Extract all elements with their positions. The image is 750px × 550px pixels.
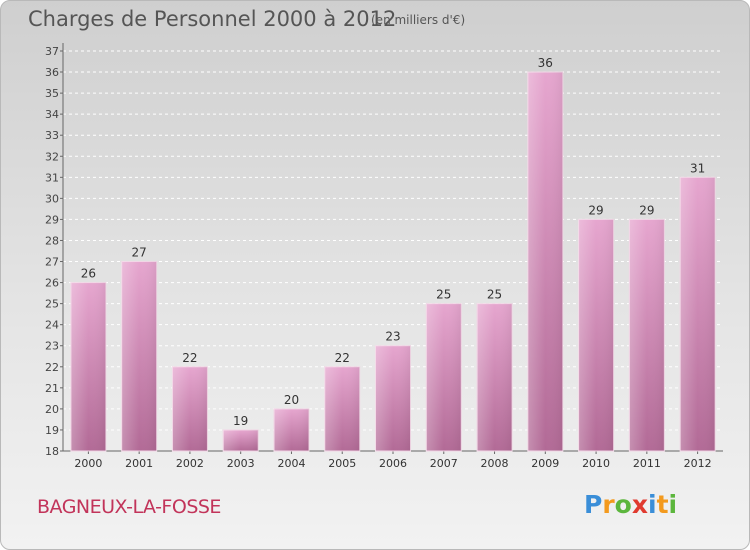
bar-shine-2005 xyxy=(324,366,360,451)
value-label-2001: 27 xyxy=(132,246,147,260)
bar-shine-2012 xyxy=(680,177,716,451)
value-label-2005: 22 xyxy=(335,351,350,365)
x-tick-label-2008: 2008 xyxy=(481,457,509,470)
value-label-2000: 26 xyxy=(81,267,96,281)
bar-shine-2007 xyxy=(426,303,462,451)
logo-letter: r xyxy=(602,490,615,519)
chart-title: Charges de Personnel 2000 à 2012 xyxy=(28,7,397,31)
logo-letter: i xyxy=(668,490,678,519)
bar-shine-2011 xyxy=(629,219,665,451)
logo-letter: i xyxy=(648,490,657,519)
bar-shine-2001 xyxy=(121,261,157,451)
bar-shine-2004 xyxy=(273,408,309,451)
y-tick-label: 28 xyxy=(45,234,59,247)
value-label-2003: 19 xyxy=(233,414,248,428)
value-label-2010: 29 xyxy=(588,203,603,217)
y-tick-label: 30 xyxy=(45,192,59,205)
y-tick-label: 33 xyxy=(45,129,59,142)
value-label-2009: 36 xyxy=(538,56,553,70)
value-label-2011: 29 xyxy=(639,203,654,217)
chart-subtitle: (en milliers d'€) xyxy=(371,13,466,27)
x-tick-label-2003: 2003 xyxy=(227,457,255,470)
bar-shine-2003 xyxy=(223,429,259,451)
y-tick-label: 35 xyxy=(45,87,59,100)
y-tick-label: 31 xyxy=(45,171,59,184)
y-tick-label: 23 xyxy=(45,340,59,353)
y-tick-label: 25 xyxy=(45,298,59,311)
y-tick-label: 32 xyxy=(45,150,59,163)
y-tick-label: 22 xyxy=(45,361,59,374)
y-tick-label: 26 xyxy=(45,277,59,290)
bar-shine-2006 xyxy=(375,345,411,451)
y-tick-label: 29 xyxy=(45,213,59,226)
value-label-2007: 25 xyxy=(436,288,451,302)
bar-shine-2000 xyxy=(70,282,106,451)
logo-letter: t xyxy=(656,490,669,519)
proxiti-logo: Proxiti xyxy=(584,490,677,519)
y-tick-label: 34 xyxy=(45,108,59,121)
x-tick-label-2006: 2006 xyxy=(379,457,407,470)
x-tick-label-2005: 2005 xyxy=(328,457,356,470)
x-tick-label-2004: 2004 xyxy=(277,457,305,470)
bar-shine-2002 xyxy=(172,366,208,451)
y-tick-label: 27 xyxy=(45,256,59,269)
bar-shine-2008 xyxy=(477,303,513,451)
x-tick-label-2011: 2011 xyxy=(633,457,661,470)
y-tick-label: 20 xyxy=(45,403,59,416)
x-tick-label-2002: 2002 xyxy=(176,457,204,470)
x-tick-label-2009: 2009 xyxy=(531,457,559,470)
y-tick-label: 24 xyxy=(45,319,59,332)
value-label-2002: 22 xyxy=(182,351,197,365)
x-tick-label-2000: 2000 xyxy=(74,457,102,470)
y-tick-label: 21 xyxy=(45,382,59,395)
y-tick-label: 37 xyxy=(45,45,59,58)
logo-letter: o xyxy=(614,490,632,519)
y-tick-label: 19 xyxy=(45,424,59,437)
value-label-2008: 25 xyxy=(487,288,502,302)
y-tick-label: 18 xyxy=(45,445,59,458)
logo-letter: P xyxy=(584,490,603,519)
x-tick-label-2010: 2010 xyxy=(582,457,610,470)
bar-shine-2010 xyxy=(578,219,614,451)
x-tick-label-2001: 2001 xyxy=(125,457,153,470)
y-tick-label: 36 xyxy=(45,66,59,79)
value-label-2012: 31 xyxy=(690,161,705,175)
x-tick-label-2007: 2007 xyxy=(430,457,458,470)
x-tick-label-2012: 2012 xyxy=(684,457,712,470)
logo-letter: x xyxy=(631,490,648,519)
value-label-2004: 20 xyxy=(284,393,299,407)
commune-name: BAGNEUX-LA-FOSSE xyxy=(37,496,221,518)
bar-shine-2009 xyxy=(527,72,563,451)
value-label-2006: 23 xyxy=(385,330,400,344)
